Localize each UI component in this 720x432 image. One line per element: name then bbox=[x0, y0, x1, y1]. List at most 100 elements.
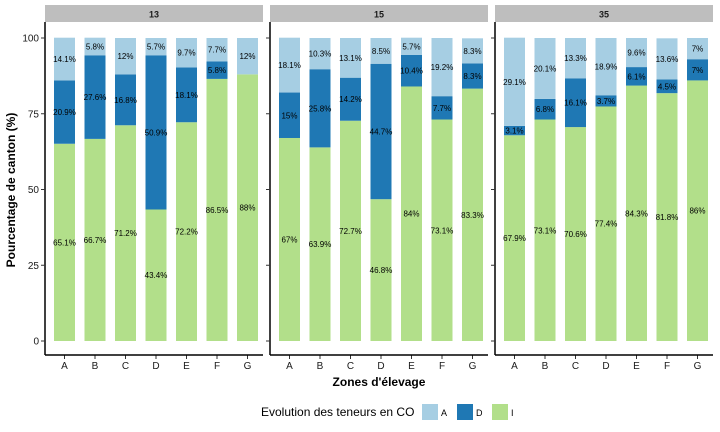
bar-data-label: 10.3% bbox=[309, 50, 332, 59]
bar-segment-I bbox=[401, 86, 422, 341]
facet-strip-label: 35 bbox=[599, 10, 609, 20]
bar-segment-A bbox=[54, 37, 75, 81]
bar-data-label: 83.3% bbox=[461, 211, 484, 220]
bar-segment-D bbox=[309, 69, 331, 148]
bar-data-label: 16.1% bbox=[564, 99, 587, 108]
bar-segment-I bbox=[309, 147, 331, 341]
x-tick-label: D bbox=[152, 361, 159, 372]
bar-segment-A bbox=[504, 37, 525, 126]
bar-segment-A bbox=[309, 38, 331, 70]
bar-data-label: 6.1% bbox=[627, 72, 645, 81]
bar-data-label: 20.9% bbox=[53, 108, 76, 117]
bar-data-label: 18.1% bbox=[175, 91, 198, 100]
bar-segment-D bbox=[565, 78, 586, 128]
bar-segment-D bbox=[370, 63, 392, 200]
x-tick-label: F bbox=[214, 361, 220, 372]
bar-data-label: 3.1% bbox=[505, 127, 523, 136]
bar-data-label: 8.5% bbox=[372, 47, 390, 56]
facet-strip bbox=[45, 5, 263, 22]
bar-data-label: 43.4% bbox=[145, 271, 168, 280]
bar-data-label: 5.7% bbox=[147, 43, 165, 52]
bar-data-label: 70.6% bbox=[564, 230, 587, 239]
bar-segment-D bbox=[626, 67, 647, 86]
bar-segment-A bbox=[145, 38, 167, 56]
bar-data-label: 12% bbox=[117, 52, 133, 61]
x-tick-label: G bbox=[469, 361, 477, 372]
bar-segment-I bbox=[687, 80, 708, 342]
bar-segment-D bbox=[84, 55, 106, 139]
bar-data-label: 8.3% bbox=[463, 47, 481, 56]
x-tick-label: A bbox=[286, 361, 293, 372]
legend-label: A bbox=[441, 408, 447, 418]
bar-segment-I bbox=[279, 137, 300, 341]
bar-segment-A bbox=[626, 38, 647, 68]
bar-data-label: 8.3% bbox=[463, 72, 481, 81]
bar-data-label: 84% bbox=[403, 210, 419, 219]
bar-data-label: 81.8% bbox=[656, 213, 679, 222]
legend-label: I bbox=[511, 408, 514, 418]
bar-segment-D bbox=[401, 54, 422, 87]
bar-segment-I bbox=[565, 127, 586, 341]
legend-title: Evolution des teneurs en CO bbox=[261, 405, 414, 419]
bar-data-label: 86% bbox=[689, 207, 705, 216]
bar-segment-A bbox=[84, 37, 106, 56]
bar-data-label: 71.2% bbox=[114, 229, 137, 238]
x-tick-label: E bbox=[183, 361, 190, 372]
bar-data-label: 16.8% bbox=[114, 96, 137, 105]
legend-key-I bbox=[492, 404, 508, 420]
y-tick-label: 50 bbox=[28, 185, 40, 196]
bar-segment-I bbox=[431, 119, 453, 341]
bar-segment-I bbox=[462, 88, 483, 341]
bar-segment-D bbox=[687, 59, 708, 81]
bar-data-label: 13.1% bbox=[339, 54, 362, 63]
bar-segment-D bbox=[145, 55, 167, 210]
bar-data-label: 73.1% bbox=[431, 226, 454, 235]
bar-segment-A bbox=[462, 38, 483, 64]
bar-segment-I bbox=[237, 74, 258, 342]
bar-segment-A bbox=[340, 38, 361, 78]
y-tick-label: 100 bbox=[22, 34, 39, 45]
bar-segment-A bbox=[431, 38, 453, 97]
bar-data-label: 72.7% bbox=[339, 227, 362, 236]
bar-data-label: 66.7% bbox=[84, 236, 107, 245]
bar-segment-D bbox=[431, 96, 453, 120]
bar-segment-I bbox=[145, 209, 167, 341]
bar-segment-A bbox=[370, 38, 392, 64]
bar-data-label: 72.2% bbox=[175, 228, 198, 237]
bar-segment-I bbox=[340, 120, 361, 342]
bar-segment-D bbox=[595, 95, 617, 107]
y-tick-label: 0 bbox=[33, 337, 39, 348]
legend-label: D bbox=[476, 408, 483, 418]
bar-data-label: 14.2% bbox=[339, 95, 362, 104]
bar-segment-I bbox=[504, 135, 525, 341]
x-tick-label: E bbox=[408, 361, 415, 372]
x-axis-title: Zones d'élevage bbox=[333, 375, 426, 389]
bar-segment-I bbox=[84, 138, 106, 341]
bar-data-label: 4.5% bbox=[658, 82, 676, 91]
bar-segment-A bbox=[656, 38, 678, 80]
bar-data-label: 46.8% bbox=[370, 266, 393, 275]
x-tick-label: D bbox=[377, 361, 384, 372]
bar-data-label: 63.9% bbox=[309, 240, 332, 249]
x-tick-label: E bbox=[633, 361, 640, 372]
x-tick-label: D bbox=[602, 361, 609, 372]
bar-segment-D bbox=[115, 74, 136, 126]
bar-data-label: 65.1% bbox=[53, 238, 76, 247]
bar-data-label: 9.6% bbox=[627, 49, 645, 58]
bar-data-label: 13.6% bbox=[656, 55, 679, 64]
facet-strip bbox=[495, 5, 713, 22]
bar-segment-I bbox=[370, 199, 392, 341]
bar-data-label: 5.8% bbox=[208, 66, 226, 75]
bar-segment-D bbox=[176, 67, 197, 123]
bar-segment-D bbox=[462, 63, 483, 89]
bar-segment-D bbox=[656, 79, 678, 94]
bar-segment-A bbox=[565, 38, 586, 79]
bar-data-label: 27.6% bbox=[84, 93, 107, 102]
bar-data-label: 7% bbox=[692, 45, 704, 54]
x-tick-label: G bbox=[244, 361, 252, 372]
bar-segment-A bbox=[115, 38, 136, 75]
bar-segment-D bbox=[340, 77, 361, 121]
bar-data-label: 88% bbox=[239, 204, 255, 213]
bar-segment-A bbox=[534, 38, 556, 99]
bar-data-label: 6.8% bbox=[536, 105, 554, 114]
